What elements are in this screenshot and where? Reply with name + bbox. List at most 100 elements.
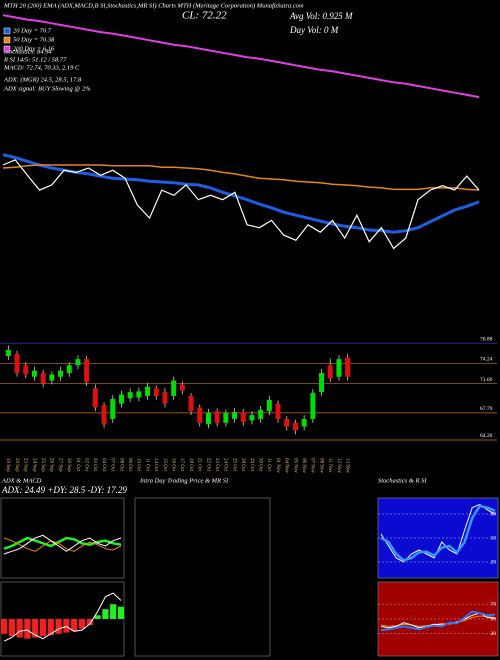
day-volume: Day Vol: 0 M (289, 25, 339, 35)
legend-entry: 200 Day = 6.16 (13, 45, 55, 52)
series-line (3, 534, 122, 555)
histogram-bar (86, 619, 93, 626)
series-line (3, 537, 122, 552)
x-tick-label: 24 Oct (223, 458, 228, 472)
y-tick-label: 30 (491, 631, 497, 637)
candle-body (14, 353, 20, 373)
candle-body (127, 392, 133, 399)
series-line (3, 592, 122, 642)
y-tick-label: 71.60 (480, 377, 493, 383)
panel-title: Stochastics & R SI (378, 477, 427, 484)
x-tick-label: 30 Sep (66, 458, 71, 472)
candle-body (162, 392, 168, 404)
legend-swatch (3, 27, 11, 35)
annotation: ADX: (MGR) 24.5, 28.5, 17.8 (3, 76, 82, 83)
series-line (380, 612, 496, 629)
candle-body (345, 357, 351, 377)
x-tick-label: 31 Oct (266, 458, 271, 472)
series-line (380, 610, 496, 632)
histogram-bar (63, 619, 70, 633)
series-line (3, 536, 122, 550)
x-tick-label: 07 Oct (110, 458, 115, 472)
histogram-bar (8, 619, 15, 637)
candle-body (266, 399, 272, 412)
panel-title: Intra Day Trading Price & MR SI (139, 477, 229, 484)
x-tick-label: 04 Nov (284, 458, 289, 473)
x-tick-label: 01 Nov (275, 458, 280, 473)
y-tick-label: 80 (491, 511, 497, 517)
x-tick-label: 15 Oct (162, 458, 167, 472)
panel-subtitle: ADX: 24.49 +DY: 28.5 -DY: 17.29 (1, 485, 127, 495)
x-tick-label: 22 Oct (205, 458, 210, 472)
y-tick-label: 76.88 (480, 336, 493, 342)
annotation: ADX signal: BUY Slowing @ 2% (3, 85, 91, 92)
series-line (380, 504, 496, 562)
candle-body (336, 359, 342, 377)
legend-entry: 50 Day = 70.38 (13, 36, 55, 43)
candle-body (292, 422, 298, 431)
x-tick-label: 11 Oct (144, 458, 149, 472)
x-tick-label: 08 Oct (118, 458, 123, 472)
x-tick-label: 25 Oct (231, 458, 236, 472)
y-tick-label: 50 (491, 616, 497, 622)
candle-body (58, 370, 64, 377)
candle-body (284, 418, 290, 427)
x-tick-label: 23 Oct (214, 458, 219, 472)
x-tick-label: 01 Oct (75, 458, 80, 472)
candle-body (310, 392, 316, 419)
candle-body (319, 372, 325, 393)
candle-body (31, 370, 37, 377)
histogram-bar (78, 619, 86, 629)
histogram-bar (110, 604, 117, 619)
histogram-bar (32, 619, 39, 638)
x-tick-label: 28 Oct (240, 458, 245, 472)
close-label: CL: 72.22 (182, 10, 227, 22)
x-tick-label: 19 Sep (5, 458, 10, 472)
histogram-bar (0, 619, 8, 634)
candle-body (110, 399, 116, 419)
legend-entry: 20 Day = 70.7 (13, 27, 52, 34)
series-line (2, 153, 480, 234)
legend-swatch (3, 36, 11, 44)
series-line (2, 164, 480, 191)
candle-body (118, 394, 124, 404)
candle-body (188, 395, 194, 412)
x-tick-label: 21 Oct (197, 458, 202, 472)
legend-swatch (3, 45, 11, 53)
candle-body (214, 411, 220, 423)
candle-body (179, 384, 185, 391)
annotation: Stochastics: 84.94 (4, 48, 52, 55)
candle-body (92, 388, 98, 408)
chart-title: MTH 20 (200) EMA (ADX,MACD,B SI,Stochast… (3, 2, 304, 9)
y-tick-label: 64.26 (480, 433, 493, 439)
candle-body (240, 412, 246, 423)
x-tick-label: 03 Oct (92, 458, 97, 472)
avg-volume: Avg Vol: 0.925 M (289, 11, 353, 21)
x-tick-label: 27 Sep (57, 458, 62, 472)
candle-body (232, 412, 238, 419)
x-tick-label: 30 Oct (258, 458, 263, 472)
x-tick-label: 23 Sep (23, 458, 28, 472)
candle-body (84, 359, 90, 383)
candle-body (171, 380, 177, 396)
x-tick-label: 18 Oct (188, 458, 193, 472)
x-tick-label: 07 Nov (310, 458, 315, 473)
histogram-bar (117, 606, 125, 619)
candle-body (301, 418, 307, 427)
x-tick-label: 08 Nov (318, 458, 323, 473)
panel-border (0, 497, 125, 579)
annotation: R SI 14/5: 51.12 / 58.77 (3, 56, 67, 63)
x-tick-label: 26 Sep (49, 458, 54, 472)
x-tick-label: 29 Oct (249, 458, 254, 472)
histogram-bar (71, 619, 78, 632)
x-tick-label: 04 Oct (101, 458, 106, 472)
y-tick-label: 74.24 (480, 357, 493, 363)
candle-body (136, 391, 142, 398)
candle-body (40, 372, 46, 384)
histogram-bar (47, 619, 54, 636)
x-tick-label: 20 Sep (14, 458, 19, 472)
histogram-bar (24, 619, 31, 639)
y-tick-label: 50 (491, 535, 497, 541)
candle-body (275, 403, 281, 419)
histogram-bar (94, 615, 101, 619)
